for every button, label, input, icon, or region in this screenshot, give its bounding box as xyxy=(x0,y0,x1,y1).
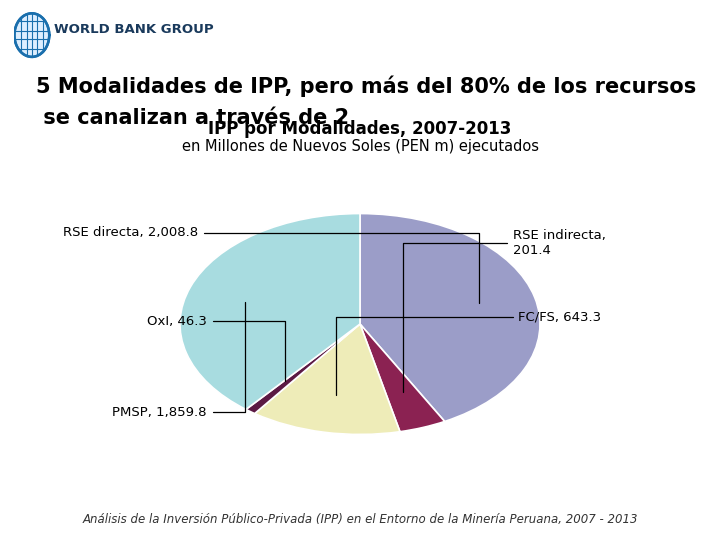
Text: en Millones de Nuevos Soles (PEN m) ejecutados: en Millones de Nuevos Soles (PEN m) ejec… xyxy=(181,139,539,154)
Wedge shape xyxy=(246,324,360,414)
Wedge shape xyxy=(360,324,445,431)
Text: OxI, 46.3: OxI, 46.3 xyxy=(147,315,285,381)
Wedge shape xyxy=(180,213,360,409)
Text: RSE directa, 2,008.8: RSE directa, 2,008.8 xyxy=(63,226,479,303)
Text: WORLD BANK GROUP: WORLD BANK GROUP xyxy=(54,23,214,36)
Text: RSE indirecta,
201.4: RSE indirecta, 201.4 xyxy=(402,229,606,392)
Text: 5 Modalidades de IPP, pero más del 80% de los recursos: 5 Modalidades de IPP, pero más del 80% d… xyxy=(36,76,696,97)
Text: FC/FS, 643.3: FC/FS, 643.3 xyxy=(336,310,601,395)
Text: se canalizan a través de 2: se canalizan a través de 2 xyxy=(36,108,349,128)
Text: PMSP, 1,859.8: PMSP, 1,859.8 xyxy=(112,301,245,419)
Text: Análisis de la Inversión Público-Privada (IPP) en el Entorno de la Minería Perua: Análisis de la Inversión Público-Privada… xyxy=(82,514,638,526)
Text: IPP por Modalidades, 2007-2013: IPP por Modalidades, 2007-2013 xyxy=(208,120,512,138)
Wedge shape xyxy=(255,324,400,435)
Wedge shape xyxy=(360,213,540,422)
Circle shape xyxy=(14,14,49,57)
